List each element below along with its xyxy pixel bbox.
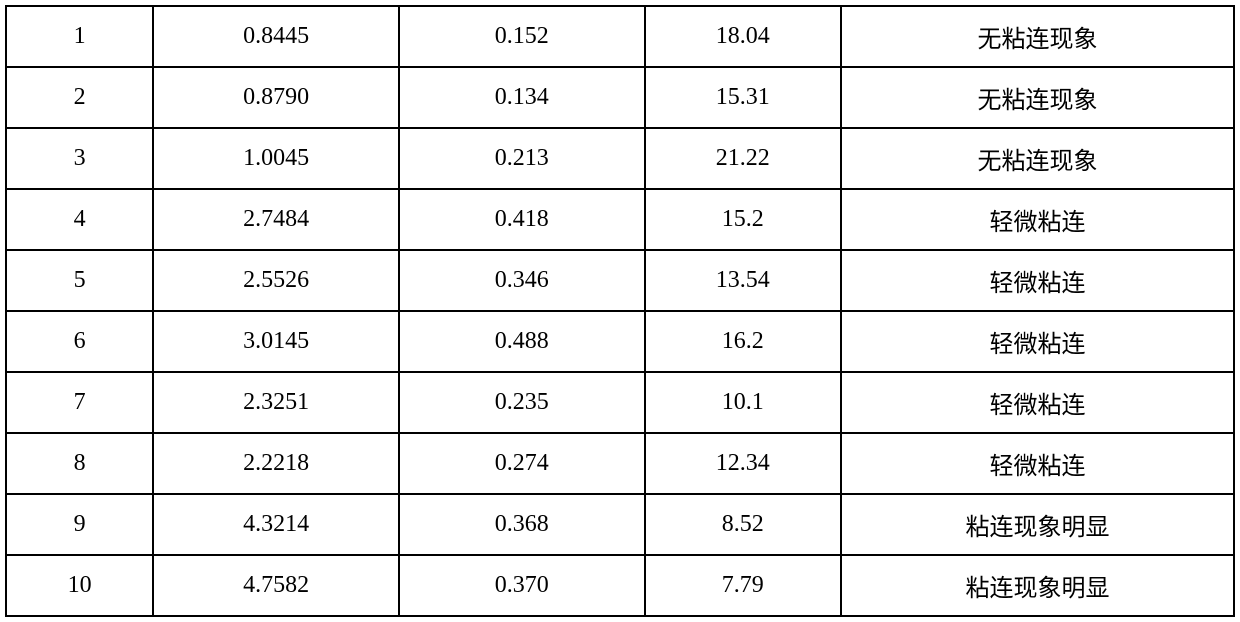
cell-value-b: 0.346 <box>399 250 645 311</box>
cell-value-c: 15.2 <box>645 189 841 250</box>
cell-value-b: 0.134 <box>399 67 645 128</box>
cell-status: 无粘连现象 <box>841 6 1234 67</box>
cell-value-b: 0.368 <box>399 494 645 555</box>
cell-value-b: 0.418 <box>399 189 645 250</box>
cell-value-a: 2.5526 <box>153 250 399 311</box>
cell-status: 轻微粘连 <box>841 372 1234 433</box>
table-row: 9 4.3214 0.368 8.52 粘连现象明显 <box>6 494 1234 555</box>
cell-value-a: 2.2218 <box>153 433 399 494</box>
cell-value-a: 4.3214 <box>153 494 399 555</box>
cell-value-a: 2.3251 <box>153 372 399 433</box>
cell-index: 5 <box>6 250 153 311</box>
cell-status: 无粘连现象 <box>841 67 1234 128</box>
cell-status: 无粘连现象 <box>841 128 1234 189</box>
cell-value-a: 3.0145 <box>153 311 399 372</box>
cell-index: 1 <box>6 6 153 67</box>
cell-value-c: 15.31 <box>645 67 841 128</box>
table-body: 1 0.8445 0.152 18.04 无粘连现象 2 0.8790 0.13… <box>6 6 1234 616</box>
table-row: 6 3.0145 0.488 16.2 轻微粘连 <box>6 311 1234 372</box>
cell-status: 轻微粘连 <box>841 189 1234 250</box>
cell-status: 轻微粘连 <box>841 433 1234 494</box>
cell-value-b: 0.235 <box>399 372 645 433</box>
table-row: 4 2.7484 0.418 15.2 轻微粘连 <box>6 189 1234 250</box>
cell-index: 6 <box>6 311 153 372</box>
cell-status: 轻微粘连 <box>841 250 1234 311</box>
cell-value-c: 21.22 <box>645 128 841 189</box>
cell-value-c: 7.79 <box>645 555 841 616</box>
cell-value-a: 2.7484 <box>153 189 399 250</box>
cell-index: 9 <box>6 494 153 555</box>
cell-index: 3 <box>6 128 153 189</box>
cell-value-b: 0.370 <box>399 555 645 616</box>
cell-value-c: 18.04 <box>645 6 841 67</box>
table-row: 1 0.8445 0.152 18.04 无粘连现象 <box>6 6 1234 67</box>
cell-value-a: 0.8445 <box>153 6 399 67</box>
cell-index: 7 <box>6 372 153 433</box>
cell-index: 10 <box>6 555 153 616</box>
table-row: 5 2.5526 0.346 13.54 轻微粘连 <box>6 250 1234 311</box>
cell-value-c: 16.2 <box>645 311 841 372</box>
cell-value-a: 0.8790 <box>153 67 399 128</box>
cell-index: 4 <box>6 189 153 250</box>
table-row: 10 4.7582 0.370 7.79 粘连现象明显 <box>6 555 1234 616</box>
cell-value-b: 0.213 <box>399 128 645 189</box>
cell-status: 轻微粘连 <box>841 311 1234 372</box>
cell-value-c: 8.52 <box>645 494 841 555</box>
cell-value-b: 0.152 <box>399 6 645 67</box>
table-row: 2 0.8790 0.134 15.31 无粘连现象 <box>6 67 1234 128</box>
cell-value-b: 0.488 <box>399 311 645 372</box>
data-table: 1 0.8445 0.152 18.04 无粘连现象 2 0.8790 0.13… <box>5 5 1235 617</box>
cell-value-a: 1.0045 <box>153 128 399 189</box>
cell-value-c: 12.34 <box>645 433 841 494</box>
table-row: 8 2.2218 0.274 12.34 轻微粘连 <box>6 433 1234 494</box>
table-row: 7 2.3251 0.235 10.1 轻微粘连 <box>6 372 1234 433</box>
cell-value-c: 13.54 <box>645 250 841 311</box>
cell-index: 2 <box>6 67 153 128</box>
cell-value-a: 4.7582 <box>153 555 399 616</box>
cell-status: 粘连现象明显 <box>841 555 1234 616</box>
table-row: 3 1.0045 0.213 21.22 无粘连现象 <box>6 128 1234 189</box>
cell-value-c: 10.1 <box>645 372 841 433</box>
cell-status: 粘连现象明显 <box>841 494 1234 555</box>
cell-index: 8 <box>6 433 153 494</box>
cell-value-b: 0.274 <box>399 433 645 494</box>
